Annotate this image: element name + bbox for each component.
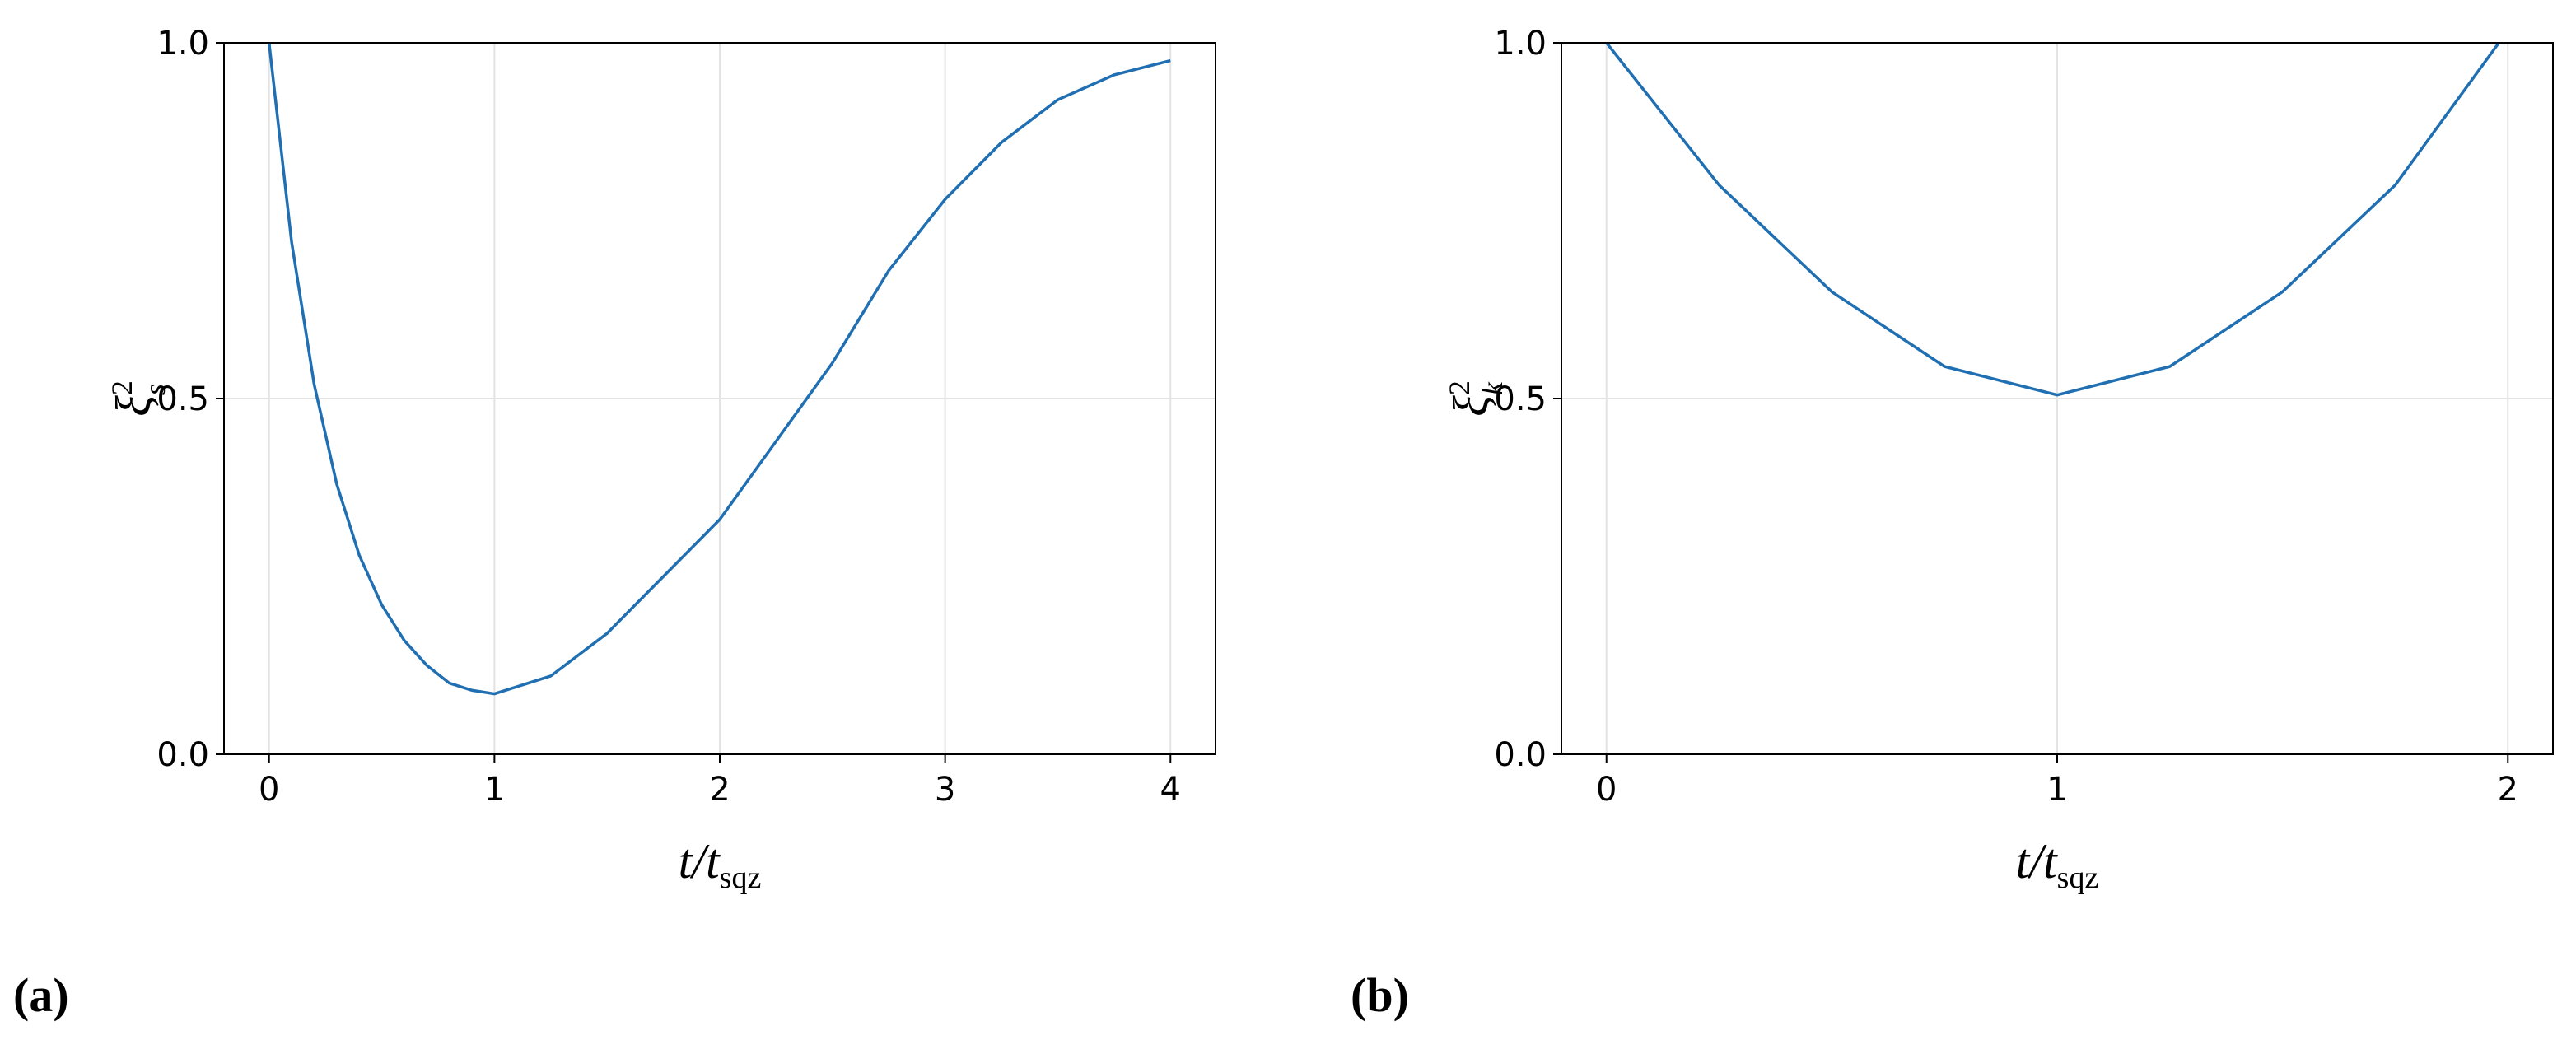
y-tick-label: 1.0 — [156, 25, 209, 63]
data-line — [1605, 41, 2500, 397]
panel-label: (b) — [1351, 968, 1409, 1022]
y-label-sub: s — [138, 384, 171, 395]
x-axis-label: t/tsqz — [2016, 834, 2099, 895]
plot-frame — [223, 42, 1216, 755]
x-label-sub: sqz — [2057, 860, 2099, 895]
y-label-sub: k — [1476, 381, 1509, 395]
x-tick-label: 3 — [935, 771, 955, 809]
y-tick-label: 0.5 — [156, 380, 209, 418]
y-tick-label: 0.5 — [1494, 380, 1547, 418]
y-tick-label: 1.0 — [1494, 25, 1547, 63]
y-axis-label: ξ2k — [1443, 380, 1509, 417]
x-tick-label: 0 — [259, 771, 279, 809]
x-tick-label: 0 — [1596, 771, 1617, 809]
plot-frame — [1561, 42, 2554, 755]
x-tick-label: 2 — [709, 771, 730, 809]
x-label-main: t/t — [679, 834, 721, 888]
y-axis-label: ξ2s — [105, 380, 171, 417]
y-label-main: ξ — [1444, 395, 1498, 417]
x-tick-label: 1 — [484, 771, 505, 809]
data-line — [267, 42, 1171, 696]
y-tick-label: 0.0 — [156, 736, 209, 774]
panel-label: (a) — [13, 968, 69, 1022]
x-tick-label: 4 — [1160, 771, 1181, 809]
x-tick-label: 2 — [2498, 771, 2518, 809]
y-label-main: ξ — [106, 395, 161, 417]
x-axis-label: t/tsqz — [679, 834, 762, 895]
y-tick-label: 0.0 — [1494, 736, 1547, 774]
x-label-main: t/t — [2016, 834, 2058, 888]
y-label-sup: 2 — [1443, 380, 1476, 395]
x-label-sub: sqz — [720, 860, 762, 895]
x-tick-label: 1 — [2046, 771, 2067, 809]
y-label-sup: 2 — [105, 380, 138, 395]
